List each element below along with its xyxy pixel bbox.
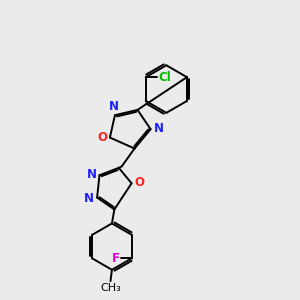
Text: CH₃: CH₃ [100, 283, 121, 293]
Text: Cl: Cl [158, 71, 171, 84]
Text: N: N [86, 168, 97, 181]
Text: F: F [112, 252, 119, 265]
Text: N: N [84, 192, 94, 205]
Text: O: O [98, 131, 107, 144]
Text: N: N [109, 100, 119, 113]
Text: O: O [134, 176, 145, 189]
Text: N: N [154, 122, 164, 134]
